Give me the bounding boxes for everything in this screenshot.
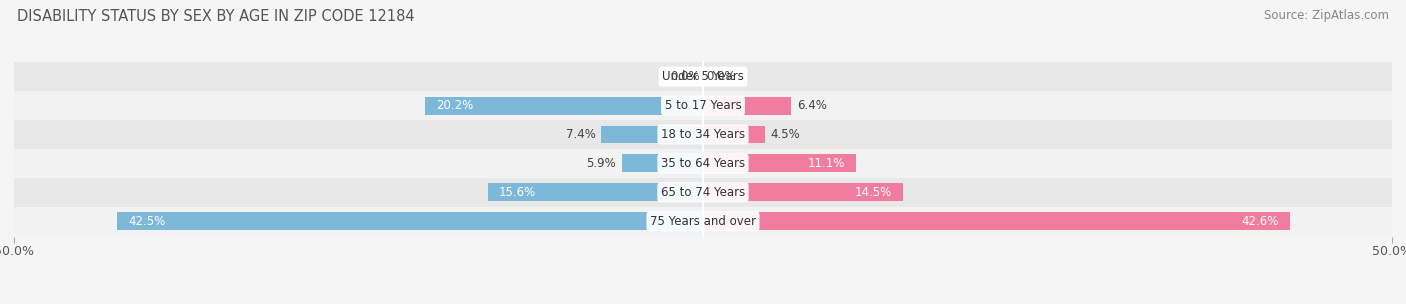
Bar <box>703 154 856 172</box>
Text: Source: ZipAtlas.com: Source: ZipAtlas.com <box>1264 9 1389 22</box>
Text: 20.2%: 20.2% <box>436 99 472 112</box>
Bar <box>425 97 703 115</box>
Text: 14.5%: 14.5% <box>855 186 891 199</box>
Text: 11.1%: 11.1% <box>807 157 845 170</box>
Bar <box>14 91 1392 120</box>
Text: 4.5%: 4.5% <box>770 128 800 141</box>
Bar <box>117 212 703 230</box>
Text: 0.0%: 0.0% <box>706 70 735 83</box>
Bar <box>14 149 1392 178</box>
Bar <box>621 154 703 172</box>
Bar <box>703 212 1289 230</box>
Text: 75 Years and over: 75 Years and over <box>650 215 756 228</box>
Text: 42.6%: 42.6% <box>1241 215 1279 228</box>
Bar <box>600 126 703 143</box>
Text: 15.6%: 15.6% <box>499 186 536 199</box>
Text: 18 to 34 Years: 18 to 34 Years <box>661 128 745 141</box>
Text: 42.5%: 42.5% <box>128 215 166 228</box>
Text: 35 to 64 Years: 35 to 64 Years <box>661 157 745 170</box>
Bar <box>703 126 765 143</box>
Text: Under 5 Years: Under 5 Years <box>662 70 744 83</box>
Bar <box>14 120 1392 149</box>
Text: 5.9%: 5.9% <box>586 157 616 170</box>
Text: 65 to 74 Years: 65 to 74 Years <box>661 186 745 199</box>
Text: DISABILITY STATUS BY SEX BY AGE IN ZIP CODE 12184: DISABILITY STATUS BY SEX BY AGE IN ZIP C… <box>17 9 415 24</box>
Text: 7.4%: 7.4% <box>565 128 596 141</box>
Text: 0.0%: 0.0% <box>671 70 700 83</box>
Bar <box>488 183 703 201</box>
Text: 6.4%: 6.4% <box>797 99 827 112</box>
Bar <box>14 178 1392 207</box>
Bar <box>14 207 1392 236</box>
Bar <box>703 97 792 115</box>
Bar <box>703 183 903 201</box>
Bar <box>14 62 1392 91</box>
Text: 5 to 17 Years: 5 to 17 Years <box>665 99 741 112</box>
